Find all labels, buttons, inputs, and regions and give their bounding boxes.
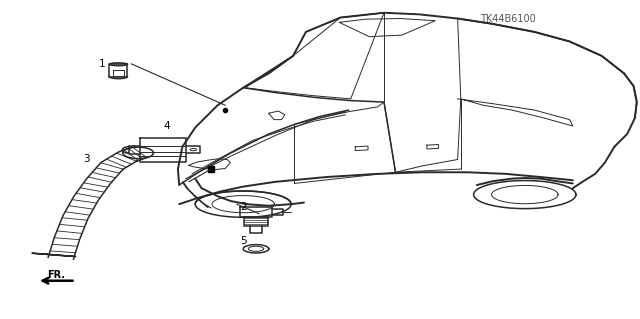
- Text: TK44B6100: TK44B6100: [480, 14, 536, 24]
- Text: FR.: FR.: [47, 270, 65, 280]
- Text: 2: 2: [240, 202, 246, 212]
- Text: 3: 3: [83, 154, 90, 165]
- Text: 5: 5: [240, 236, 246, 246]
- Text: 4: 4: [163, 121, 170, 131]
- Text: 1: 1: [99, 59, 106, 69]
